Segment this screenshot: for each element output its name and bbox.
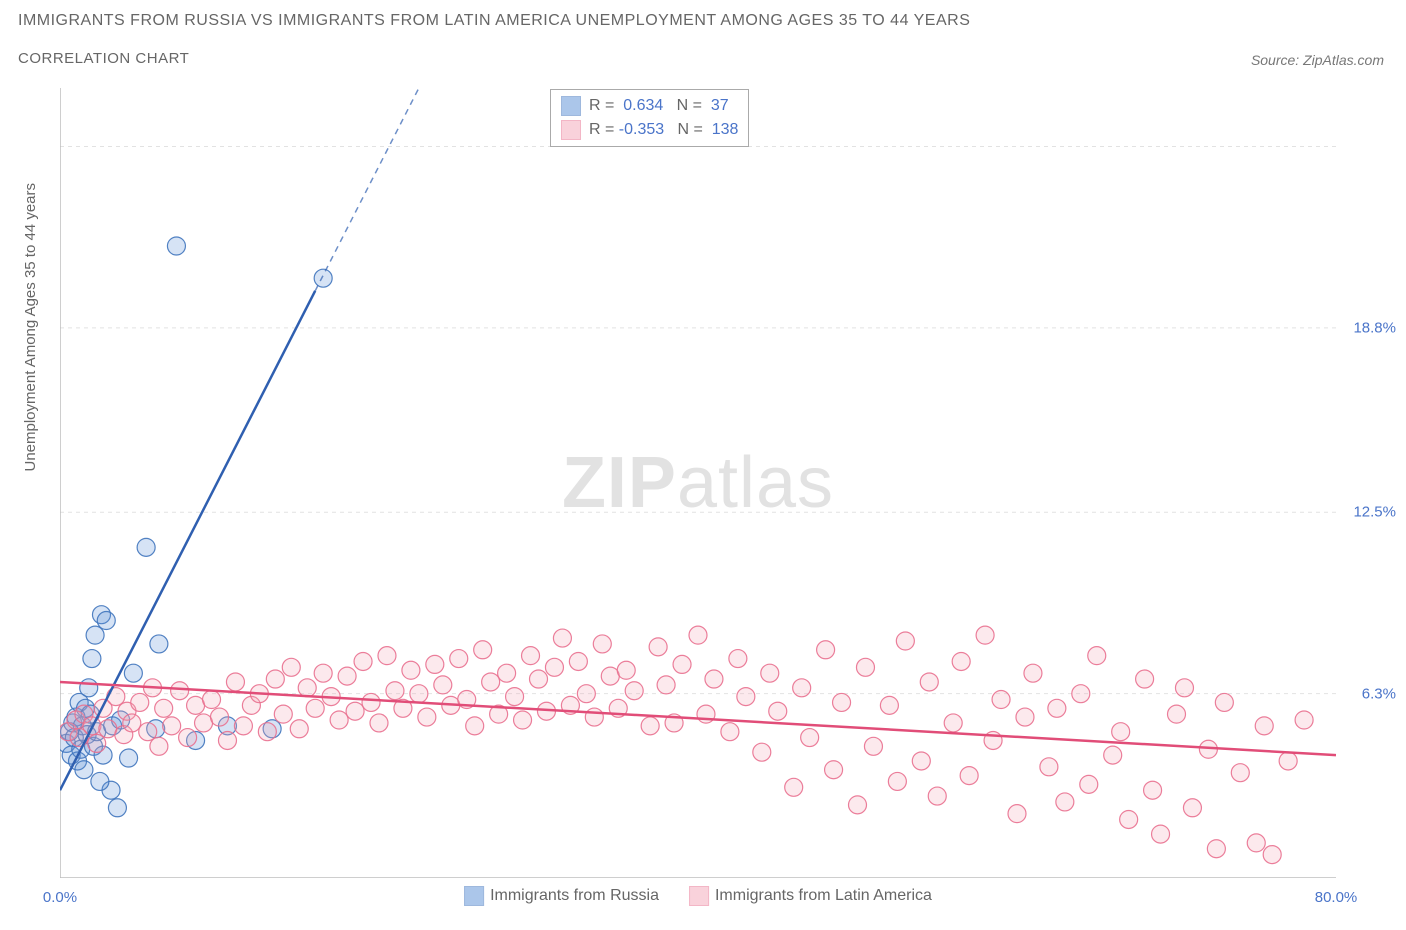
source-label: Source: ZipAtlas.com — [1251, 52, 1384, 68]
stats-text: R = -0.353 N = 138 — [589, 118, 738, 142]
legend-item: Immigrants from Latin America — [689, 886, 932, 906]
legend-label: Immigrants from Russia — [490, 887, 659, 905]
y-axis-label: Unemployment Among Ages 35 to 44 years — [22, 183, 39, 472]
stats-swatch — [561, 96, 581, 116]
x-tick-label: 80.0% — [1315, 889, 1358, 906]
y-tick-label: 12.5% — [1353, 504, 1396, 521]
x-tick-label: 0.0% — [43, 889, 77, 906]
y-tick-label: 18.8% — [1353, 319, 1396, 336]
legend-item: Immigrants from Russia — [464, 886, 659, 906]
correlation-chart: ZIPatlas R = 0.634 N = 37R = -0.353 N = … — [60, 88, 1336, 878]
stats-swatch — [561, 120, 581, 140]
y-tick-label: 6.3% — [1362, 685, 1396, 702]
chart-subtitle: CORRELATION CHART — [18, 50, 189, 67]
legend-swatch — [689, 886, 709, 906]
stats-row: R = 0.634 N = 37 — [561, 94, 738, 118]
chart-svg — [60, 88, 1336, 878]
stats-row: R = -0.353 N = 138 — [561, 118, 738, 142]
legend-label: Immigrants from Latin America — [715, 887, 932, 905]
stats-text: R = 0.634 N = 37 — [589, 94, 729, 118]
stats-box: R = 0.634 N = 37R = -0.353 N = 138 — [550, 89, 749, 147]
legend-swatch — [464, 886, 484, 906]
chart-title: IMMIGRANTS FROM RUSSIA VS IMMIGRANTS FRO… — [18, 12, 970, 30]
legend-bottom: Immigrants from Russia Immigrants from La… — [464, 886, 932, 906]
